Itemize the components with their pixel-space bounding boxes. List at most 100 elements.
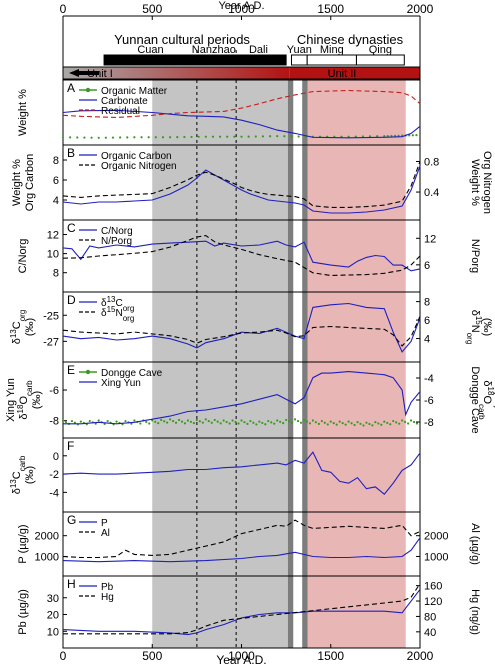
data-point [247,135,250,138]
series--15norg-line [62,316,421,347]
pink-shading [307,80,406,648]
data-point [392,419,395,423]
unit-i-label: Unit I [87,68,113,80]
left-tick-label: 8 [53,268,59,280]
right-tick-label: 6 [424,260,430,272]
right-axis-label: δ18Ocarb [478,380,495,420]
legend-label: Pb [101,582,114,593]
data-point [389,423,392,426]
data-point [393,134,397,137]
data-point [293,418,297,421]
data-point [365,421,368,424]
data-point [329,420,332,423]
bottom-tick-label: 1500 [317,649,344,663]
panel-d: D-27-25468δ13Corg(‰)δ15Norg(‰)δ13Corgδ15… [9,291,493,363]
data-point [177,418,181,422]
left-axis-label: Pb (µg/g) [17,589,29,634]
left-tick-label: -27 [43,336,59,348]
data-point [288,420,291,423]
left-tick-label: -4 [49,487,59,499]
data-point [240,419,243,422]
left-axis-label: δ18Ocarb [16,380,34,420]
data-point [106,419,109,423]
unit-ii-label: Unit II [328,68,357,80]
legend-label: Organic Nitrogen [101,161,177,172]
data-point [183,135,186,139]
data-point [383,135,386,138]
bottom-axis-title: Year A.D. [216,653,266,667]
data-point [255,423,258,426]
data-point [83,136,86,139]
data-point [332,422,335,425]
top-tick-label: 1500 [317,2,344,16]
series-residual-line [62,89,421,119]
left-axis-label: (‰) [24,318,36,336]
data-point [308,422,312,425]
left-axis-label: P (µg/g) [17,524,29,563]
panel-letter: G [67,513,76,527]
data-point [166,421,169,424]
data-point [148,422,151,425]
left-axis-label: C/Norg [17,239,29,274]
data-point [163,420,166,423]
unit-ii-fill [289,67,420,79]
data-point [195,418,198,422]
data-point [412,420,416,424]
data-point [76,136,79,139]
right-tick-label: -8 [424,417,434,429]
data-point [231,419,234,422]
series-organic-matter-points [61,134,418,139]
data-point [70,419,74,423]
period-shading [152,50,406,648]
series-hg-line [63,583,421,635]
data-point [183,422,187,425]
right-tick-label: -4 [424,373,434,385]
left-tick-label: 2000 [35,531,59,543]
series-organic-carbon-line [62,165,421,214]
panel-f: F -4 -2 0 δ13Ccarb(‰) [9,437,421,513]
left-axis-label: (‰) [24,466,36,484]
bottom-tick-label: 2000 [407,649,434,663]
data-point [207,419,210,423]
right-tick-label: -6 [424,395,434,407]
data-point [69,136,72,139]
panels: A Weight % Organic MatterCarbonateResidual… [5,79,495,649]
data-point [268,135,272,138]
data-point [354,135,357,138]
left-axis-label: Weight % [17,89,29,136]
left-axis-label: δ13Ccarb [9,455,27,494]
data-point [258,420,261,423]
data-point [189,420,193,423]
left-tick-label: -25 [43,310,59,322]
data-point [285,418,288,422]
period-label-3: Yuan [287,44,312,56]
data-point [409,419,413,422]
data-point [249,419,252,423]
period-label-1: Nanzhao [192,44,236,56]
left-tick-label: 30 [47,593,59,605]
data-point [192,422,195,425]
top-tick-label: 2000 [407,2,434,16]
legend-marker [85,87,91,93]
data-point [111,136,115,139]
data-point [297,135,300,138]
data-point [171,419,175,423]
data-point [254,135,257,138]
series-carbonate-line [62,109,421,139]
data-point [133,136,136,139]
data-point [97,136,100,139]
legend-label: Xing Yun [101,378,141,389]
top-tick-label: 500 [142,2,162,16]
right-axis-label: Hg (ng/g) [469,589,481,635]
legend-label: δ13Corg [101,295,134,313]
panel-letter: D [67,293,76,307]
left-tick-label: 8 [53,155,59,167]
data-point [320,419,323,423]
data-point [133,419,136,422]
data-point [174,421,178,424]
legend-label: δ15Norg [101,305,134,323]
data-point [197,135,200,138]
series-n-porg-line [62,235,421,277]
